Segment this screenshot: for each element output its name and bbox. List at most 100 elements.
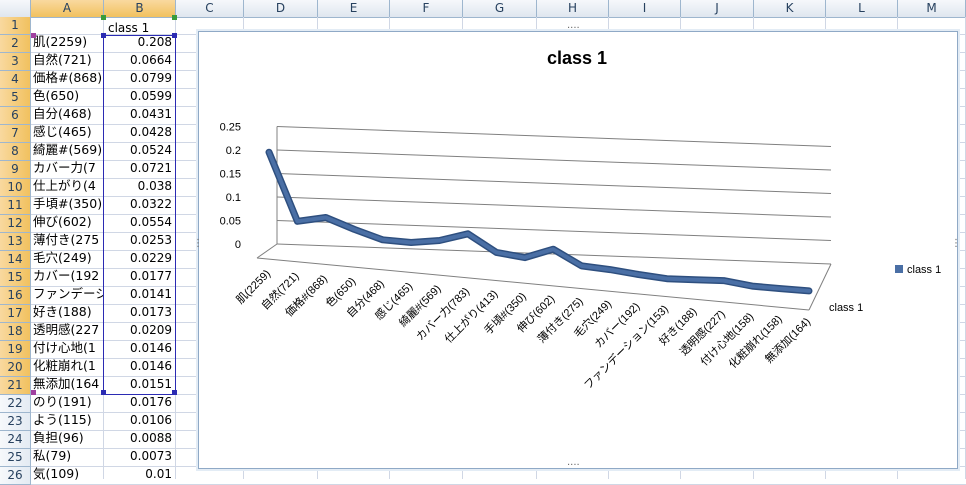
cell-b21[interactable]: 0.0151: [130, 377, 172, 391]
row-header-26[interactable]: 26: [0, 467, 31, 485]
cell-b20[interactable]: 0.0146: [130, 359, 172, 373]
row-header-3[interactable]: 3: [0, 53, 31, 71]
row-header-19[interactable]: 19: [0, 341, 31, 359]
row-header-1[interactable]: 1: [0, 17, 31, 35]
cell-a3[interactable]: 自然(721): [33, 52, 92, 67]
column-header-e[interactable]: E: [318, 0, 390, 17]
range-handle[interactable]: [101, 15, 106, 20]
column-header-d[interactable]: D: [244, 0, 318, 17]
row-header-14[interactable]: 14: [0, 251, 31, 269]
cell-b22[interactable]: 0.0176: [130, 395, 172, 409]
column-header-m[interactable]: M: [898, 0, 966, 17]
cell-b16[interactable]: 0.0141: [130, 287, 172, 301]
cell-a13[interactable]: 薄付き(275: [33, 232, 100, 247]
cell-a11[interactable]: 手頃#(350): [33, 196, 103, 211]
range-handle[interactable]: [101, 390, 106, 395]
row-header-24[interactable]: 24: [0, 431, 31, 449]
cell-a10[interactable]: 仕上がり(4: [33, 178, 96, 193]
column-header-a[interactable]: A: [31, 0, 104, 17]
range-handle[interactable]: [31, 390, 36, 395]
cell-a14[interactable]: 毛穴(249): [33, 250, 92, 265]
row-header-9[interactable]: 9: [0, 161, 31, 179]
cell-b3[interactable]: 0.0664: [130, 53, 172, 67]
column-header-b[interactable]: B: [104, 0, 176, 17]
row-header-10[interactable]: 10: [0, 179, 31, 197]
cell-a23[interactable]: よう(115): [33, 412, 92, 427]
cell-b19[interactable]: 0.0146: [130, 341, 172, 355]
range-handle[interactable]: [172, 390, 177, 395]
row-header-20[interactable]: 20: [0, 359, 31, 377]
column-header-c[interactable]: C: [176, 0, 244, 17]
row-header-2[interactable]: 2: [0, 35, 31, 53]
column-header-k[interactable]: K: [754, 0, 826, 17]
cell-a24[interactable]: 負担(96): [33, 430, 84, 445]
column-header-h[interactable]: H: [537, 0, 609, 17]
column-header-l[interactable]: L: [826, 0, 898, 17]
cell-a5[interactable]: 色(650): [33, 88, 80, 103]
row-header-22[interactable]: 22: [0, 395, 31, 413]
row-header-16[interactable]: 16: [0, 287, 31, 305]
cell-a15[interactable]: カバー(192: [33, 268, 100, 283]
cell-b1[interactable]: class 1: [108, 21, 150, 35]
range-handle[interactable]: [31, 33, 36, 38]
cell-a25[interactable]: 私(79): [33, 448, 72, 463]
row-header-13[interactable]: 13: [0, 233, 31, 251]
row-header-7[interactable]: 7: [0, 125, 31, 143]
cell-b15[interactable]: 0.0177: [130, 269, 172, 283]
cell-b13[interactable]: 0.0253: [130, 233, 172, 247]
cell-b10[interactable]: 0.038: [137, 179, 172, 193]
cell-b5[interactable]: 0.0599: [130, 89, 172, 103]
cell-b9[interactable]: 0.0721: [130, 161, 172, 175]
column-header-g[interactable]: G: [463, 0, 537, 17]
range-handle[interactable]: [172, 33, 177, 38]
cell-a26[interactable]: 気(109): [33, 466, 80, 481]
cell-a12[interactable]: 伸び(602): [33, 214, 92, 229]
column-header-j[interactable]: J: [681, 0, 754, 17]
chart-object[interactable]: class 1 0 0.05 0.1 0.15 0.2 0.25 肌(2259) 自然(721)…: [193, 23, 961, 471]
row-header-8[interactable]: 8: [0, 143, 31, 161]
row-header-11[interactable]: 11: [0, 197, 31, 215]
cell-b2[interactable]: 0.208: [137, 35, 172, 49]
cell-a21[interactable]: 無添加(164: [33, 376, 100, 391]
cell-b23[interactable]: 0.0106: [130, 413, 172, 427]
cell-b8[interactable]: 0.0524: [130, 143, 172, 157]
cell-b11[interactable]: 0.0322: [130, 197, 172, 211]
cell-a20[interactable]: 化粧崩れ(1: [33, 358, 96, 373]
row-header-12[interactable]: 12: [0, 215, 31, 233]
cell-b12[interactable]: 0.0554: [130, 215, 172, 229]
row-header-5[interactable]: 5: [0, 89, 31, 107]
row-header-4[interactable]: 4: [0, 71, 31, 89]
row-header-25[interactable]: 25: [0, 449, 31, 467]
cell-a6[interactable]: 自分(468): [33, 106, 92, 121]
select-all-corner[interactable]: [0, 0, 31, 17]
row-header-18[interactable]: 18: [0, 323, 31, 341]
row-header-17[interactable]: 17: [0, 305, 31, 323]
cell-a19[interactable]: 付け心地(1: [33, 340, 96, 355]
column-header-f[interactable]: F: [390, 0, 463, 17]
cell-b6[interactable]: 0.0431: [130, 107, 172, 121]
column-header-i[interactable]: I: [609, 0, 681, 17]
row-header-15[interactable]: 15: [0, 269, 31, 287]
row-header-23[interactable]: 23: [0, 413, 31, 431]
chart-resize-handle-bottom[interactable]: ····: [567, 460, 580, 471]
cell-a7[interactable]: 感じ(465): [33, 124, 92, 139]
cell-b18[interactable]: 0.0209: [130, 323, 172, 337]
cell-b7[interactable]: 0.0428: [130, 125, 172, 139]
row-header-6[interactable]: 6: [0, 107, 31, 125]
cell-b4[interactable]: 0.0799: [130, 71, 172, 85]
range-handle[interactable]: [101, 33, 106, 38]
cell-a2[interactable]: 肌(2259): [33, 34, 88, 49]
cell-b24[interactable]: 0.0088: [130, 431, 172, 445]
cell-a4[interactable]: 価格#(868): [33, 70, 103, 85]
cell-a8[interactable]: 綺麗#(569): [33, 142, 103, 157]
row-header-21[interactable]: 21: [0, 377, 31, 395]
cell-b17[interactable]: 0.0173: [130, 305, 172, 319]
cell-b25[interactable]: 0.0073: [130, 449, 172, 463]
cell-b14[interactable]: 0.0229: [130, 251, 172, 265]
range-handle[interactable]: [172, 15, 177, 20]
chart-resize-handle-top[interactable]: ····: [567, 23, 580, 34]
cell-b26[interactable]: 0.01: [145, 467, 172, 481]
cell-a18[interactable]: 透明感(227: [33, 322, 100, 337]
cell-a22[interactable]: のり(191): [33, 394, 92, 409]
chart-resize-handle-left[interactable]: ⋮: [193, 238, 203, 249]
